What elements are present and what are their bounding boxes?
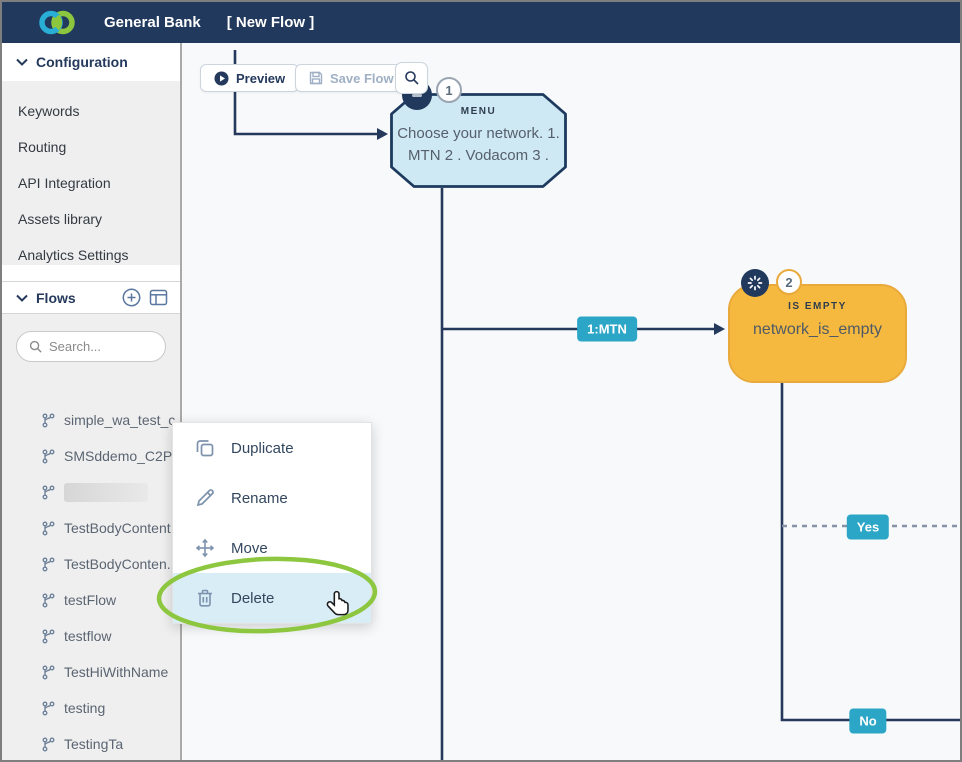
flow-connectors (233, 50, 960, 760)
flow-item-testingta[interactable]: TestingTa (42, 726, 166, 760)
flows-label: Flows (36, 289, 76, 306)
node-order-badge: 2 (776, 269, 802, 295)
sidebar-spacer (2, 265, 180, 281)
flow-item-testbodyconten[interactable]: TestBodyConten... (42, 546, 178, 582)
sidebar: Configuration Keywords Routing API Integ… (2, 43, 187, 760)
flow-branch-icon (42, 737, 55, 752)
preview-button[interactable]: Preview (200, 64, 300, 92)
sidebar-item-routing[interactable]: Routing (18, 139, 67, 155)
play-icon (214, 71, 229, 86)
edge-label-no[interactable]: No (849, 708, 887, 734)
node-menu-type-label: MENU (460, 106, 497, 117)
node-menu-text: Choose your network. 1. MTN 2 . Vodacom … (397, 125, 560, 169)
flow-list: simple_wa_test_c... SMSddemo_C2P TestBod… (16, 402, 187, 760)
sidebar-item-analytics-settings[interactable]: Analytics Settings (18, 247, 129, 263)
panel-layout-icon[interactable] (149, 289, 168, 306)
save-flow-button-label: Save Flow (330, 70, 394, 86)
menu-item-label: Delete (231, 589, 275, 607)
flow-item-testhiwithname[interactable]: TestHiWithName (42, 654, 168, 690)
menu-item-rename[interactable]: Rename (173, 473, 371, 523)
sidebar-item-assets-library[interactable]: Assets library (18, 211, 103, 227)
flow-title: [ New Flow ] (226, 14, 315, 31)
pencil-icon (195, 488, 215, 508)
menu-item-duplicate[interactable]: Duplicate (173, 423, 371, 473)
canvas-search-button[interactable] (395, 62, 428, 94)
flow-branch-icon (42, 629, 55, 644)
search-icon (29, 340, 42, 353)
flow-branch-icon (42, 413, 55, 428)
flow-item-testflow-camel[interactable]: testFlow (42, 582, 166, 618)
flow-item-smsddemo[interactable]: SMSddemo_C2P (42, 438, 172, 474)
redacted-flow-name (64, 482, 148, 502)
flows-search-input[interactable] (49, 339, 159, 354)
sidebar-item-api-integration[interactable]: API Integration (18, 175, 111, 191)
chevron-down-icon (16, 58, 28, 66)
flow-branch-icon (42, 665, 55, 680)
flow-branch-icon (42, 701, 55, 716)
move-icon (195, 538, 215, 558)
app-header: General Bank [ New Flow ] (2, 2, 960, 43)
node-is-empty-text: network_is_empty (753, 321, 882, 338)
flow-item-redacted[interactable] (42, 474, 166, 510)
menu-item-delete[interactable]: Delete (173, 573, 371, 623)
edge-label-mtn[interactable]: 1:MTN (577, 316, 637, 342)
flow-item-testflow-lower[interactable]: testflow (42, 618, 166, 654)
trash-icon (195, 588, 215, 608)
menu-item-label: Rename (231, 489, 288, 507)
flow-branch-icon (42, 557, 55, 572)
save-flow-button[interactable]: Save Flow (295, 64, 408, 92)
brand-logo-icon (36, 9, 78, 36)
flow-branch-icon (42, 485, 55, 500)
flows-section-header[interactable]: Flows (2, 281, 180, 314)
add-flow-button[interactable] (122, 288, 141, 307)
flow-canvas[interactable]: MENU Choose your network. 1. MTN 2 . Vod… (184, 43, 960, 760)
configuration-label: Configuration (36, 54, 128, 70)
menu-item-move[interactable]: Move (173, 523, 371, 573)
flow-context-menu: Duplicate Rename Move (172, 422, 372, 624)
flow-item-testbodycontent[interactable]: TestBodyContent (42, 510, 171, 546)
chevron-down-icon (16, 294, 28, 302)
node-is-empty[interactable]: IS EMPTY network_is_empty (728, 284, 907, 383)
configuration-nav: Keywords Routing API Integration Assets … (2, 81, 180, 265)
node-menu[interactable]: MENU Choose your network. 1. MTN 2 . Vod… (390, 93, 567, 188)
node-order-badge: 1 (436, 77, 462, 103)
brand-name: General Bank (104, 14, 201, 31)
edge-label-yes[interactable]: Yes (846, 514, 890, 540)
flows-panel: simple_wa_test_c... SMSddemo_C2P TestBod… (2, 314, 187, 760)
search-icon (404, 70, 420, 86)
save-icon (309, 71, 323, 85)
flows-search[interactable] (16, 331, 166, 362)
preview-button-label: Preview (236, 70, 286, 86)
flow-item-simple-wa-test[interactable]: simple_wa_test_c... (42, 402, 187, 438)
duplicate-icon (195, 438, 215, 458)
is-empty-node-spinner-icon (741, 269, 769, 297)
flow-branch-icon (42, 449, 55, 464)
flow-branch-icon (42, 521, 55, 536)
configuration-section-header[interactable]: Configuration (2, 43, 180, 81)
node-is-empty-type-label: IS EMPTY (788, 301, 847, 312)
menu-item-label: Move (231, 539, 268, 557)
flow-branch-icon (42, 593, 55, 608)
flow-item-testing[interactable]: testing (42, 690, 166, 726)
menu-item-label: Duplicate (231, 439, 294, 457)
sidebar-item-keywords[interactable]: Keywords (18, 103, 80, 119)
